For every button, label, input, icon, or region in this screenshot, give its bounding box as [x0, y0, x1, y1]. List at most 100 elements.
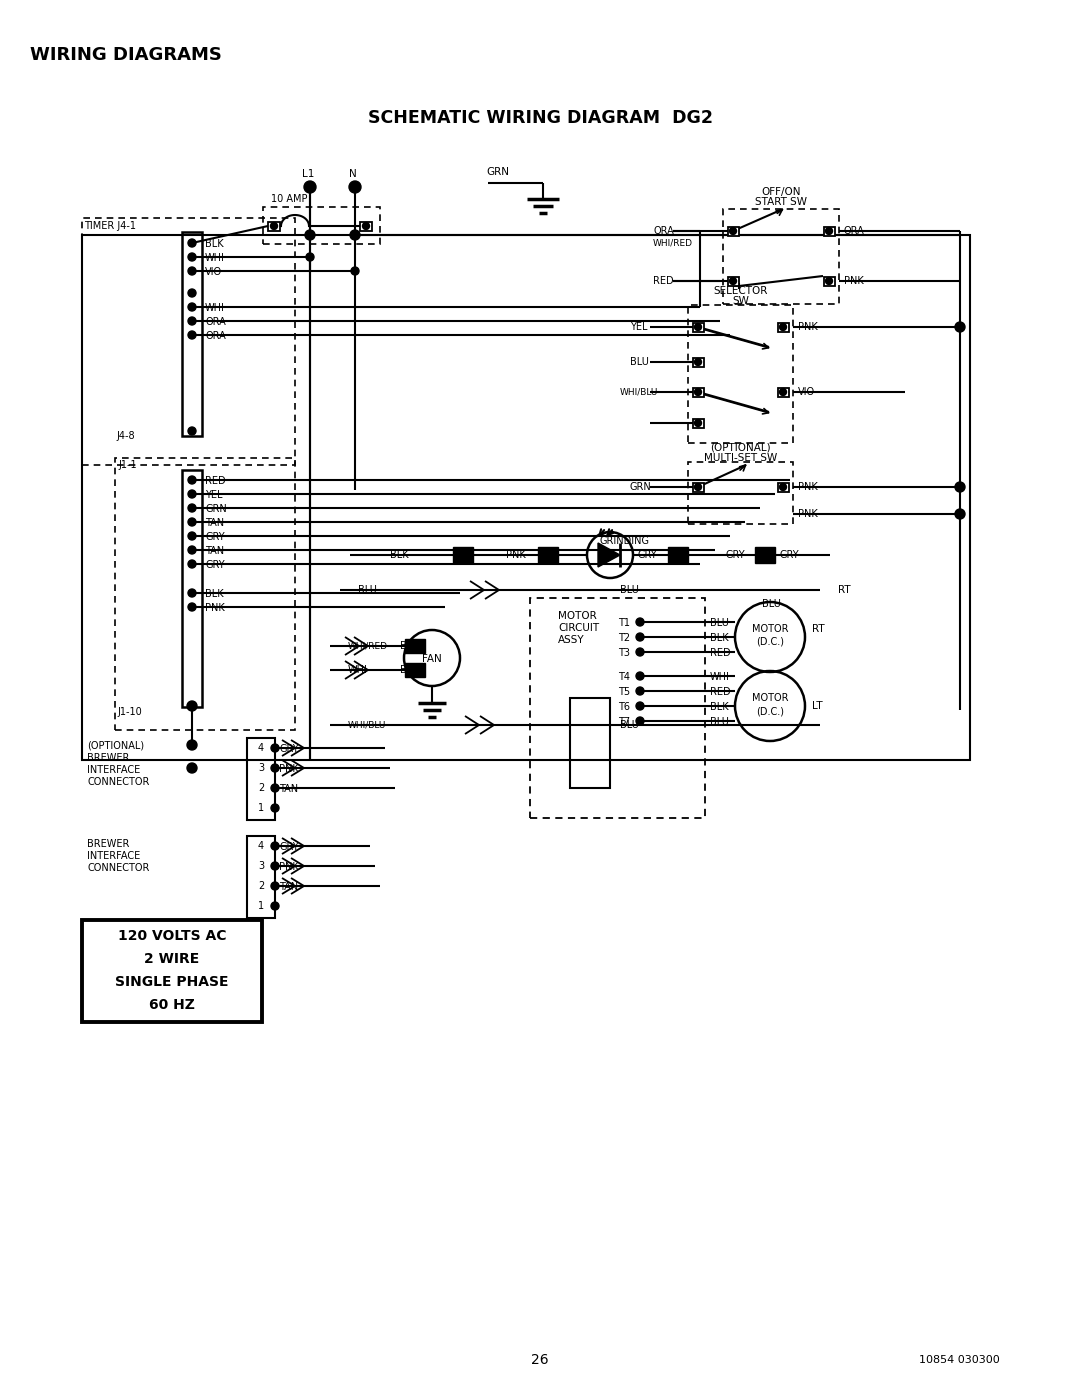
Text: 2: 2 [258, 782, 265, 793]
Text: WIRING DIAGRAMS: WIRING DIAGRAMS [30, 46, 221, 64]
Text: J4-8: J4-8 [116, 432, 135, 441]
Bar [530, 598, 705, 819]
Text: YEL: YEL [630, 321, 648, 332]
Circle shape [188, 303, 195, 312]
Circle shape [694, 483, 702, 490]
Bar [82, 921, 262, 1023]
Bar [824, 277, 835, 285]
Bar [570, 698, 610, 788]
Text: BREWER: BREWER [87, 753, 130, 763]
Text: ORA: ORA [205, 317, 226, 327]
Text: 1: 1 [258, 803, 265, 813]
Circle shape [188, 504, 195, 511]
Circle shape [636, 617, 644, 626]
Text: GRY: GRY [279, 842, 299, 852]
Circle shape [694, 419, 702, 426]
Circle shape [188, 703, 195, 710]
Circle shape [636, 672, 644, 680]
Bar [688, 305, 793, 443]
Circle shape [636, 687, 644, 694]
Text: ORA: ORA [653, 226, 674, 236]
Circle shape [188, 490, 195, 497]
Bar [688, 462, 793, 524]
Circle shape [271, 784, 279, 792]
Circle shape [188, 427, 195, 434]
Text: RT: RT [838, 585, 851, 595]
Text: GRY: GRY [779, 550, 798, 560]
Text: WHI/RED: WHI/RED [653, 239, 693, 247]
Text: ORA: ORA [843, 226, 865, 236]
Bar [268, 222, 280, 231]
Bar [692, 323, 703, 331]
Circle shape [349, 182, 361, 193]
Circle shape [825, 278, 833, 285]
Text: 4: 4 [258, 743, 265, 753]
Bar [247, 835, 275, 918]
Circle shape [350, 231, 360, 240]
Text: ASSY: ASSY [558, 636, 584, 645]
Text: L1: L1 [302, 169, 314, 179]
Text: 26: 26 [531, 1354, 549, 1368]
Text: GRY: GRY [279, 745, 299, 754]
Circle shape [780, 324, 786, 331]
Text: 1: 1 [258, 901, 265, 911]
Text: BLU: BLU [620, 719, 639, 731]
Circle shape [271, 902, 279, 909]
Circle shape [271, 862, 279, 870]
Bar [405, 638, 426, 652]
Circle shape [188, 267, 195, 275]
Text: MOTOR: MOTOR [752, 624, 788, 634]
Circle shape [187, 740, 197, 750]
Text: 2 WIRE: 2 WIRE [145, 951, 200, 965]
Circle shape [188, 317, 195, 326]
Text: INTERFACE: INTERFACE [87, 766, 140, 775]
Text: J1-10: J1-10 [117, 707, 141, 717]
Text: PNK: PNK [798, 509, 818, 520]
Bar [692, 358, 703, 366]
Text: BREWER: BREWER [87, 840, 130, 849]
Text: BLK: BLK [710, 633, 729, 643]
Text: PNK: PNK [798, 321, 818, 332]
Bar [82, 235, 970, 760]
Text: GRY: GRY [725, 550, 744, 560]
Text: BLU: BLU [357, 585, 377, 595]
Text: TAN: TAN [205, 546, 225, 556]
Text: BLK: BLK [400, 641, 419, 651]
Circle shape [363, 222, 369, 229]
Text: BLU: BLU [710, 617, 729, 629]
Text: INTERFACE: INTERFACE [87, 851, 140, 861]
Circle shape [303, 182, 316, 193]
Circle shape [636, 633, 644, 641]
Text: CONNECTOR: CONNECTOR [87, 863, 149, 873]
Circle shape [188, 546, 195, 555]
Text: BLK: BLK [710, 703, 729, 712]
Circle shape [188, 560, 195, 569]
Bar [692, 482, 703, 492]
Bar [723, 210, 839, 305]
Circle shape [188, 253, 195, 261]
Text: YEL: YEL [205, 490, 222, 500]
Text: BLK: BLK [205, 590, 224, 599]
Circle shape [636, 717, 644, 725]
Text: GRN: GRN [630, 482, 651, 492]
Circle shape [955, 482, 966, 492]
Text: 3: 3 [258, 763, 265, 773]
Bar [360, 222, 372, 231]
Text: T5: T5 [618, 687, 630, 697]
Text: GRINDING: GRINDING [600, 536, 650, 546]
Text: 3: 3 [258, 861, 265, 870]
Bar [114, 458, 295, 731]
Text: BLK: BLK [400, 665, 419, 675]
Circle shape [271, 745, 279, 752]
Text: T1: T1 [618, 617, 630, 629]
Text: T7: T7 [618, 717, 630, 726]
Circle shape [825, 228, 833, 235]
Circle shape [271, 805, 279, 812]
Text: PNK: PNK [507, 550, 526, 560]
Text: SELECTOR: SELECTOR [713, 286, 768, 296]
Circle shape [187, 701, 197, 711]
Text: T3: T3 [618, 648, 630, 658]
Bar [453, 548, 473, 563]
Text: WHI/BLU: WHI/BLU [348, 721, 387, 729]
Text: T6: T6 [618, 703, 630, 712]
